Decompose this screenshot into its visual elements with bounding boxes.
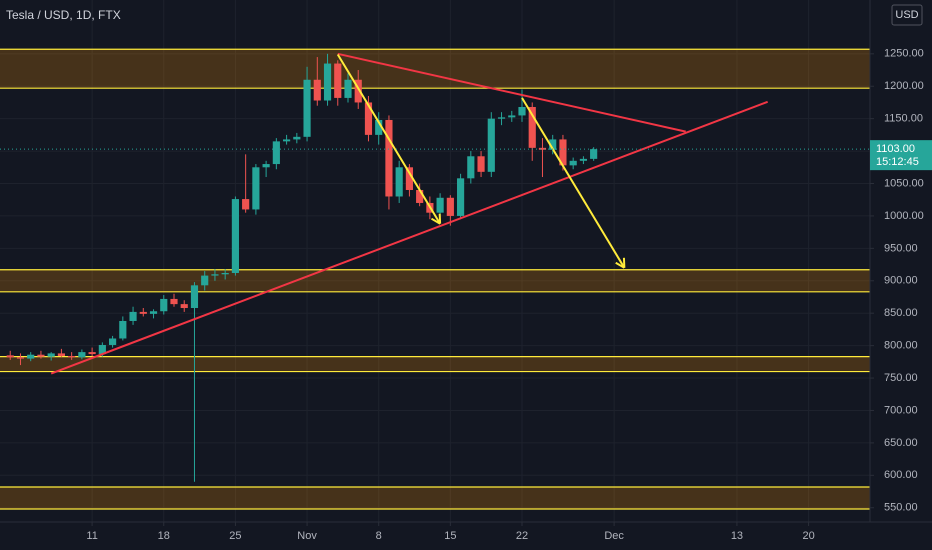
- candle-body: [549, 139, 557, 150]
- last-price-box: [870, 140, 932, 171]
- arrow-head: [430, 213, 442, 225]
- candle-body: [190, 285, 199, 309]
- candle-body: [375, 119, 383, 135]
- x-tick-label: Dec: [604, 530, 624, 542]
- candle-body: [497, 117, 506, 119]
- candle-body: [272, 141, 280, 165]
- candle-body: [344, 79, 352, 98]
- candle-body: [559, 139, 567, 166]
- zone: [0, 356, 870, 372]
- candle-body: [98, 344, 106, 355]
- x-tick-label: 15: [444, 530, 456, 542]
- candle-body: [109, 338, 117, 345]
- candle-body: [293, 136, 301, 140]
- candle-body: [303, 79, 311, 137]
- arrow: [521, 97, 626, 269]
- candle-body: [477, 156, 485, 172]
- candle-body: [149, 311, 158, 314]
- candle-body: [538, 147, 547, 150]
- candle-body: [528, 106, 536, 148]
- candle-body: [508, 115, 516, 118]
- chart-title: Tesla / USD, 1D, FTX: [6, 8, 121, 22]
- x-tick-label: 8: [376, 530, 382, 542]
- trendline: [50, 100, 769, 375]
- x-tick-label: 11: [86, 530, 97, 542]
- y-tick-label: 850.00: [884, 307, 918, 319]
- y-tick-label: 1200.00: [884, 80, 924, 92]
- candle-body: [139, 311, 147, 314]
- candle-body: [334, 63, 342, 98]
- candle-body: [405, 167, 413, 190]
- x-tick-label: 20: [802, 530, 814, 542]
- candle-body: [590, 149, 598, 159]
- candle-body: [313, 79, 321, 101]
- candle-body: [364, 102, 373, 135]
- candle-body: [47, 353, 55, 357]
- y-tick-label: 1000.00: [884, 210, 924, 222]
- trendline: [337, 52, 686, 133]
- candle-body: [385, 119, 393, 197]
- candle-body: [518, 106, 526, 116]
- candle-body: [252, 167, 260, 210]
- candle-body: [16, 357, 25, 359]
- candle-body: [467, 156, 475, 179]
- candle-body: [579, 158, 587, 161]
- candle-body: [416, 189, 424, 203]
- y-tick-label: 950.00: [884, 242, 918, 254]
- x-tick-label: Nov: [297, 530, 317, 542]
- candle-body: [180, 304, 188, 309]
- last-price-label: 1103.00: [876, 143, 915, 155]
- y-tick-label: 1050.00: [884, 177, 924, 189]
- candle-body: [436, 197, 444, 213]
- x-tick-label: 25: [229, 530, 241, 542]
- y-tick-label: 650.00: [884, 437, 918, 449]
- candle-body: [569, 160, 577, 166]
- candle-body: [395, 167, 403, 197]
- candle-body: [68, 355, 76, 358]
- currency[interactable]: USD: [895, 9, 918, 21]
- arrow-head: [615, 257, 626, 269]
- candle-body: [231, 199, 239, 273]
- currency-box[interactable]: [891, 4, 923, 26]
- y-tick-label: 900.00: [884, 275, 918, 287]
- x-tick-label: 22: [516, 530, 528, 542]
- candle-body: [323, 63, 332, 101]
- zone: [0, 486, 870, 510]
- y-tick-label: 550.00: [884, 502, 918, 514]
- countdown: 15:12:45: [876, 156, 919, 168]
- candle-body: [129, 311, 137, 321]
- zone: [0, 269, 870, 292]
- candle-body: [37, 354, 45, 357]
- candle-body: [446, 197, 454, 216]
- candle-body: [78, 352, 86, 358]
- arrow: [336, 53, 441, 225]
- x-tick-label: 18: [158, 530, 170, 542]
- y-tick-label: 700.00: [884, 404, 918, 416]
- candle-body: [201, 275, 209, 286]
- zone: [0, 49, 870, 89]
- y-tick-label: 1250.00: [884, 48, 924, 60]
- y-tick-label: 600.00: [884, 469, 918, 481]
- y-tick-label: 750.00: [884, 372, 918, 384]
- y-tick-label: 1150.00: [884, 113, 923, 125]
- candle-body: [160, 298, 168, 312]
- candle-body: [119, 320, 127, 339]
- candle-body: [57, 353, 65, 356]
- candle-body: [88, 352, 96, 355]
- candle-body: [170, 298, 178, 305]
- y-tick-label: 800.00: [884, 340, 918, 352]
- candle-body: [457, 178, 465, 216]
- candle-body: [27, 354, 35, 359]
- candle-body: [6, 355, 14, 358]
- candle-body: [242, 199, 250, 210]
- candle-body: [354, 79, 362, 103]
- candle-body: [262, 164, 270, 168]
- candle-body: [221, 272, 229, 275]
- x-tick-label: 13: [731, 530, 743, 542]
- candle-body: [283, 139, 291, 142]
- candle-body: [211, 274, 219, 276]
- candle-body: [487, 118, 495, 172]
